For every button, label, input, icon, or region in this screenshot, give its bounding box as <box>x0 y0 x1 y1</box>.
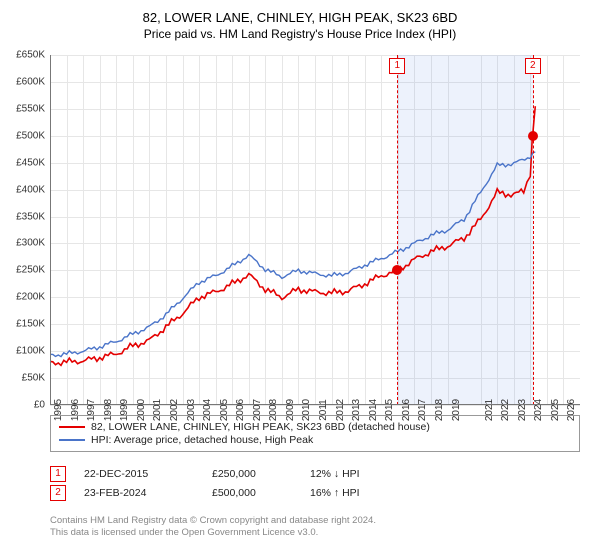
legend-box: 82, LOWER LANE, CHINLEY, HIGH PEAK, SK23… <box>50 415 580 452</box>
legend-swatch <box>59 426 85 428</box>
legend-label: HPI: Average price, detached house, High… <box>91 434 313 446</box>
event-date: 23-FEB-2024 <box>84 487 194 499</box>
legend-swatch <box>59 439 85 441</box>
y-tick-label: £300K <box>0 238 45 249</box>
y-tick-label: £550K <box>0 103 45 114</box>
footer-attribution: Contains HM Land Registry data © Crown c… <box>50 515 580 540</box>
marker-dot <box>528 131 538 141</box>
event-price: £250,000 <box>212 468 292 480</box>
legend-row: 82, LOWER LANE, CHINLEY, HIGH PEAK, SK23… <box>59 421 571 433</box>
y-tick-label: £500K <box>0 130 45 141</box>
event-delta: 12% ↓ HPI <box>310 468 360 480</box>
event-table: 1 22-DEC-2015 £250,000 12% ↓ HPI 2 23-FE… <box>50 463 580 504</box>
y-tick-label: £350K <box>0 211 45 222</box>
y-axis-line <box>50 55 51 405</box>
legend-row: HPI: Average price, detached house, High… <box>59 434 571 446</box>
series-lines <box>50 55 580 405</box>
chart-title-subtitle: Price paid vs. HM Land Registry's House … <box>0 27 600 41</box>
marker-flag: 2 <box>525 58 541 74</box>
event-date: 22-DEC-2015 <box>84 468 194 480</box>
chart-plot-area: 12 £0£50K£100K£150K£200K£250K£300K£350K£… <box>50 55 580 405</box>
y-tick-label: £650K <box>0 50 45 61</box>
marker-vline <box>397 55 398 405</box>
y-tick-label: £200K <box>0 292 45 303</box>
event-marker-number: 2 <box>50 485 66 501</box>
footer-line: This data is licensed under the Open Gov… <box>50 527 580 539</box>
event-marker-number: 1 <box>50 466 66 482</box>
y-tick-label: £0 <box>0 400 45 411</box>
footer-line: Contains HM Land Registry data © Crown c… <box>50 515 580 527</box>
chart-title-block: 82, LOWER LANE, CHINLEY, HIGH PEAK, SK23… <box>0 0 600 41</box>
marker-vline <box>533 55 534 405</box>
y-tick-label: £450K <box>0 157 45 168</box>
y-tick-label: £100K <box>0 346 45 357</box>
y-tick-label: £50K <box>0 373 45 384</box>
y-tick-label: £600K <box>0 76 45 87</box>
event-delta: 16% ↑ HPI <box>310 487 360 499</box>
series-price_paid <box>50 106 535 365</box>
y-tick-label: £250K <box>0 265 45 276</box>
marker-flag: 1 <box>389 58 405 74</box>
chart-title-address: 82, LOWER LANE, CHINLEY, HIGH PEAK, SK23… <box>0 10 600 25</box>
series-hpi <box>50 152 535 357</box>
event-row: 1 22-DEC-2015 £250,000 12% ↓ HPI <box>50 466 580 482</box>
event-price: £500,000 <box>212 487 292 499</box>
legend-label: 82, LOWER LANE, CHINLEY, HIGH PEAK, SK23… <box>91 421 430 433</box>
y-tick-label: £150K <box>0 319 45 330</box>
marker-dot <box>392 265 402 275</box>
event-row: 2 23-FEB-2024 £500,000 16% ↑ HPI <box>50 485 580 501</box>
y-tick-label: £400K <box>0 184 45 195</box>
